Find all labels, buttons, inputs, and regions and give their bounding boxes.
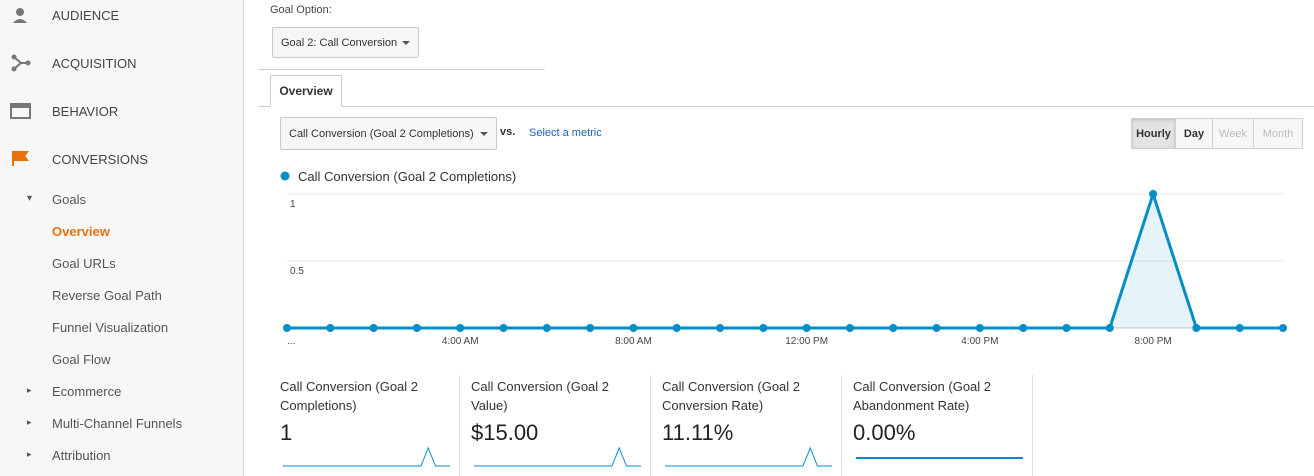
collapse-arrow: ▸ (27, 385, 32, 395)
scorecard: Call Conversion (Goal 2 Conversion Rate)… (652, 375, 842, 476)
point (889, 324, 898, 332)
point (499, 324, 508, 332)
sidebar: AUDIENCE ACQUISITION BEHAVIOR CONVERSION… (0, 0, 244, 476)
point (1192, 324, 1201, 332)
granularity-button[interactable]: Hourly (1131, 118, 1176, 149)
x-tick-label: 8:00 AM (615, 336, 652, 347)
point (716, 324, 725, 332)
nav-group[interactable]: Ecommerce (52, 384, 122, 399)
point (586, 324, 595, 332)
nav-item[interactable]: Funnel Visualization (52, 320, 169, 335)
x-tick-label: 4:00 AM (442, 336, 479, 347)
metric-selected: Call Conversion (Goal 2 Completions) (289, 127, 474, 140)
point (1019, 324, 1028, 332)
nav-group[interactable]: Multi-Channel Funnels (52, 416, 183, 431)
nav-section[interactable]: CONVERSIONS (52, 152, 149, 167)
scorecard-value: $15.00 (471, 420, 539, 445)
point (1235, 324, 1244, 332)
sparkline (474, 446, 641, 467)
divider (259, 69, 545, 70)
x-tick-label: ... (287, 336, 295, 347)
section-icons (10, 8, 31, 166)
nav-section[interactable]: ACQUISITION (52, 56, 137, 71)
scorecard: Call Conversion (Goal 2 Abandonment Rate… (843, 375, 1033, 476)
y-tick-label: 1 (290, 199, 296, 210)
scorecard: Call Conversion (Goal 2 Value) $15.00 (461, 375, 651, 476)
granularity-button: Month (1253, 118, 1303, 149)
nav-group[interactable]: Goals (52, 192, 86, 207)
scorecard-value: 1 (280, 420, 293, 445)
point (283, 324, 291, 332)
goal-dropdown[interactable]: Goal 2: Call Conversion (272, 27, 419, 58)
area (287, 194, 1283, 328)
legend-label: Call Conversion (Goal 2 Completions) (298, 169, 516, 184)
x-tick-label: 12:00 PM (785, 336, 828, 347)
granularity-button[interactable]: Day (1175, 118, 1213, 149)
point (629, 324, 638, 332)
nav-item-active[interactable]: Overview (52, 224, 110, 239)
point (932, 324, 941, 332)
legend-swatch (280, 171, 290, 181)
line (287, 189, 1283, 330)
point (802, 324, 811, 332)
point (369, 324, 378, 332)
select-metric-link[interactable]: Select a metric (529, 127, 602, 139)
scorecard-value: 11.11% (662, 420, 734, 445)
point (412, 324, 421, 332)
x-tick-label: 8:00 PM (1134, 336, 1171, 347)
nav-item[interactable]: Goal URLs (52, 256, 116, 271)
nav-item[interactable]: Goal Flow (52, 352, 111, 367)
sparkline (283, 446, 450, 467)
y-tick-label: 0.5 (290, 266, 304, 277)
scorecard-value: 0.00% (853, 420, 916, 445)
point (1105, 324, 1114, 332)
tab-rule (259, 106, 1314, 107)
collapse-arrow: ▸ (27, 417, 32, 427)
point (845, 324, 854, 332)
point (975, 324, 984, 332)
scorecard-label: Call Conversion (Goal 2 Abandonment Rate… (853, 379, 992, 413)
expand-arrow: ▾ (27, 193, 33, 204)
nav-section[interactable]: BEHAVIOR (52, 104, 119, 119)
tab[interactable]: Overview (270, 75, 342, 107)
scorecard-label: Call Conversion (Goal 2 Conversion Rate) (662, 379, 801, 413)
point (1279, 324, 1287, 332)
nav-item[interactable]: Reverse Goal Path (52, 288, 162, 303)
goal-option-label: Goal Option: (270, 4, 332, 16)
goal-selected: Goal 2: Call Conversion (281, 36, 398, 49)
sparkline (665, 446, 832, 467)
point (1149, 190, 1158, 198)
point (456, 324, 465, 332)
point (672, 324, 681, 332)
scorecard: Call Conversion (Goal 2 Completions) 1 (270, 375, 460, 476)
x-tick-label: 4:00 PM (961, 336, 998, 347)
scorecard-label: Call Conversion (Goal 2 Value) (471, 379, 610, 413)
scorecard-label: Call Conversion (Goal 2 Completions) (280, 379, 419, 413)
point (542, 324, 551, 332)
nav-section[interactable]: AUDIENCE (52, 8, 120, 23)
point (326, 324, 335, 332)
nav-group[interactable]: Attribution (52, 448, 111, 463)
collapse-arrow: ▸ (27, 449, 32, 459)
point (1062, 324, 1071, 332)
granularity-button: Week (1212, 118, 1254, 149)
point (759, 324, 768, 332)
vs-label: vs. (500, 126, 516, 138)
metric-dropdown[interactable]: Call Conversion (Goal 2 Completions) (280, 117, 497, 150)
